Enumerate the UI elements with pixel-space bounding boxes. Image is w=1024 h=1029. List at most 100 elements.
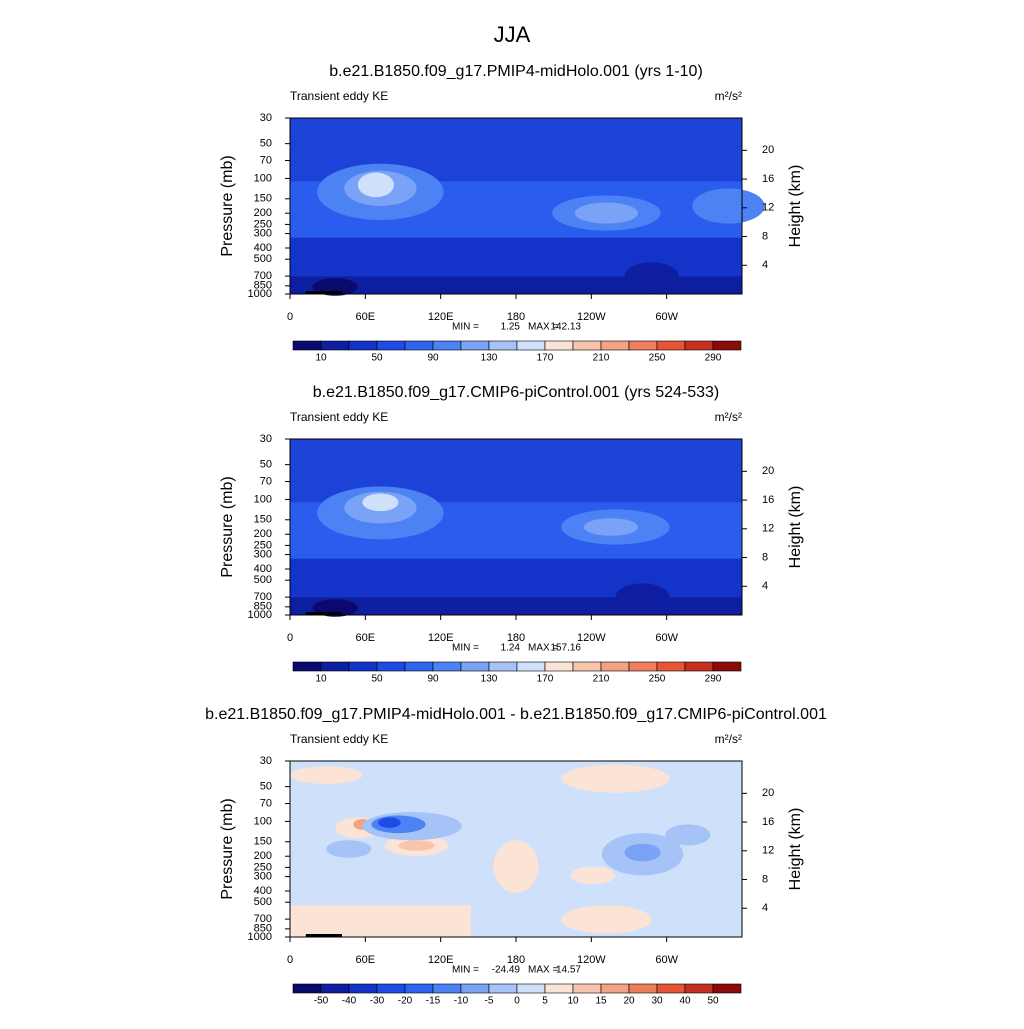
y-tick-label: 1000 [248, 288, 272, 300]
left-string: Transient eddy KE [290, 410, 388, 424]
field-shape [493, 840, 539, 893]
x-tick-label: 60W [655, 311, 678, 323]
y-tick-label: 1000 [248, 609, 272, 621]
x-tick-label: 60W [655, 632, 678, 644]
colorbar-box [600, 340, 630, 351]
colorbar-label: 290 [705, 674, 722, 685]
y-tick-label: 700 [254, 591, 272, 603]
colorbar-box [628, 340, 658, 351]
topography [305, 612, 342, 615]
y2-tick-label: 20 [762, 787, 774, 799]
colorbar-box [320, 340, 350, 351]
colorbar-label: 50 [371, 674, 383, 685]
max-value: 142.13 [550, 322, 581, 333]
field-shape [290, 597, 742, 615]
topography [305, 934, 342, 937]
y-tick-label: 300 [254, 227, 272, 239]
y-axis-label: Pressure (mb) [219, 155, 236, 256]
colorbar-box [544, 340, 574, 351]
y2-axis-label: Height (km) [787, 486, 804, 569]
y2-axis-label: Height (km) [787, 808, 804, 891]
y-tick-label: 50 [260, 459, 272, 471]
field-shape [570, 866, 616, 885]
panel-title: b.e21.B1850.f09_g17.CMIP6-piControl.001 … [313, 384, 719, 401]
field-shape [290, 905, 471, 937]
field-shape [692, 188, 765, 224]
x-tick-label: 120E [428, 632, 454, 644]
y-tick-label: 300 [254, 548, 272, 560]
y-tick-label: 150 [254, 514, 272, 526]
panel-title: b.e21.B1850.f09_g17.PMIP4-midHolo.001 - … [205, 706, 827, 723]
colorbar-label: 90 [427, 353, 439, 364]
y2-tick-label: 16 [762, 173, 774, 185]
y2-tick-label: 16 [762, 816, 774, 828]
x-tick-label: 180 [507, 954, 525, 966]
field-shape [326, 840, 372, 858]
y-tick-label: 30 [260, 755, 272, 767]
colorbar-box [544, 661, 574, 672]
field-shape [615, 583, 670, 612]
colorbar-box [432, 983, 462, 994]
y2-tick-label: 4 [762, 902, 768, 914]
x-tick-label: 0 [287, 954, 293, 966]
y-tick-label: 50 [260, 781, 272, 793]
field [290, 439, 742, 617]
y-tick-label: 850 [254, 280, 272, 292]
x-tick-label: 120W [577, 632, 606, 644]
field [290, 761, 742, 937]
x-tick-label: 0 [287, 632, 293, 644]
field-shape [624, 843, 661, 862]
units: m²/s² [715, 89, 742, 103]
colorbar-box [712, 983, 742, 994]
colorbar-label: 50 [707, 996, 719, 1007]
colorbar-box [628, 983, 658, 994]
min-value: 1.24 [501, 643, 521, 654]
colorbar-box [432, 661, 462, 672]
min-label: MIN = [452, 965, 479, 976]
y2-tick-label: 16 [762, 494, 774, 506]
min-label: MIN = [452, 643, 479, 654]
colorbar-label: 30 [651, 996, 663, 1007]
x-tick-label: 120E [428, 311, 454, 323]
colorbar-box [516, 661, 546, 672]
min-value: -24.49 [492, 965, 521, 976]
field-shape [665, 824, 711, 846]
suptitle: JJA [494, 22, 531, 47]
field-shape [362, 493, 399, 512]
colorbar-label: 90 [427, 674, 439, 685]
colorbar-label: 50 [371, 353, 383, 364]
y-tick-label: 30 [260, 433, 272, 445]
x-tick-label: 0 [287, 311, 293, 323]
units: m²/s² [715, 732, 742, 746]
x-tick-label: 60E [356, 311, 376, 323]
y-tick-label: 200 [254, 528, 272, 540]
colorbar-box [628, 661, 658, 672]
field-shape [561, 905, 652, 934]
colorbar-label: 10 [567, 996, 579, 1007]
y-tick-label: 700 [254, 913, 272, 925]
topography [305, 291, 342, 294]
colorbar-box [292, 340, 322, 351]
colorbar-label: -5 [485, 996, 494, 1007]
max-value: 157.16 [550, 643, 581, 654]
field-shape [561, 764, 670, 793]
colorbar-box [572, 340, 602, 351]
colorbar-box [600, 661, 630, 672]
colorbar-box [488, 340, 518, 351]
max-label: MAX = [528, 965, 558, 976]
y-tick-label: 400 [254, 563, 272, 575]
colorbar-label: 290 [705, 353, 722, 364]
y-tick-label: 500 [254, 574, 272, 586]
field-shape [624, 262, 679, 291]
y-tick-label: 100 [254, 493, 272, 505]
colorbar-label: 250 [649, 353, 666, 364]
colorbar-label: 10 [315, 674, 327, 685]
y-tick-label: 200 [254, 207, 272, 219]
y-tick-label: 850 [254, 601, 272, 613]
colorbar-box [656, 661, 686, 672]
colorbar-label: -20 [398, 996, 413, 1007]
y2-tick-label: 20 [762, 465, 774, 477]
y-tick-label: 70 [260, 154, 272, 166]
x-tick-label: 180 [507, 311, 525, 323]
